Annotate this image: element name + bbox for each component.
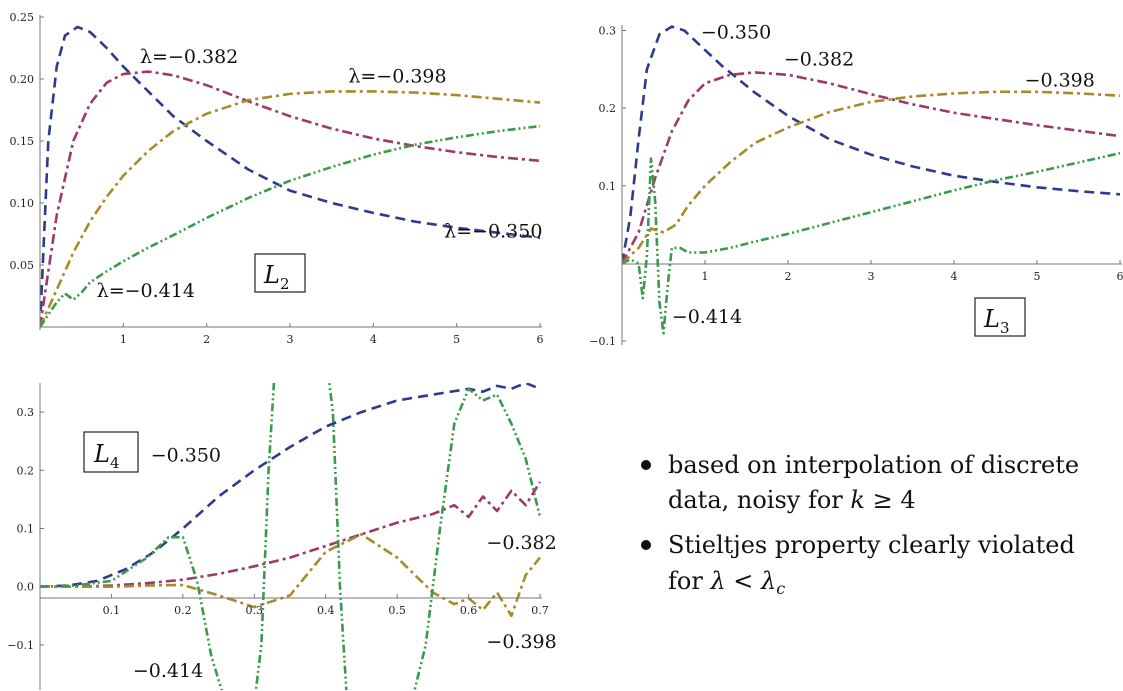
panel-l4: 0.1 0.2 0.3 0.4 0.5 0.6 0.7 −0.1 0.0 0.1 0.2 0.3 −0… bbox=[7, 383, 557, 690]
l4-series-3-line bbox=[40, 532, 542, 618]
l3-series-4-line bbox=[622, 151, 1121, 335]
bullet-dot-icon bbox=[641, 460, 651, 470]
l2-curve-label: λ=−0.414 bbox=[97, 280, 195, 302]
l4-labels: −0.350 −0.382 −0.398 −0.414 bbox=[133, 445, 557, 682]
l2-y-tick-label: 0.10 bbox=[10, 197, 35, 210]
bullet-1: based on interpolation of discrete data,… bbox=[641, 451, 1079, 514]
l4-curves bbox=[40, 383, 542, 690]
l4-ticks: 0.1 0.2 0.3 0.4 0.5 0.6 0.7 −0.1 0.0 0.1 0.2 0.3 bbox=[7, 406, 548, 652]
l3-panel-label: L3 bbox=[974, 297, 1026, 337]
l3-y-tick-label: 0.3 bbox=[599, 25, 617, 38]
l3-ticks: 1 2 3 4 5 6 −0.1 0.1 0.2 0.3 bbox=[589, 25, 1123, 348]
l3-curve-label: −0.414 bbox=[672, 306, 742, 328]
bullet-1-line1: based on interpolation of discrete bbox=[668, 451, 1079, 479]
l3-curve-label: −0.382 bbox=[784, 48, 854, 70]
l4-axes bbox=[39, 383, 542, 690]
l3-y-tick-label: 0.2 bbox=[599, 102, 617, 115]
l4-curve-label: −0.350 bbox=[151, 445, 221, 467]
l4-x-tick-label: 0.7 bbox=[531, 604, 549, 617]
l2-y-tick-label: 0.05 bbox=[10, 259, 35, 272]
l4-label-box bbox=[83, 431, 139, 473]
l3-x-tick-label: 5 bbox=[1034, 270, 1041, 283]
bullet-2-line2: for λ < λc bbox=[668, 567, 785, 598]
l4-panel-label: L4 bbox=[83, 431, 139, 473]
l3-curve-label: −0.398 bbox=[1025, 69, 1095, 91]
l4-x-tick-label: 0.2 bbox=[174, 604, 192, 617]
l2-labels: λ=−0.382 λ=−0.398 λ=−0.350 λ=−0.414 bbox=[97, 46, 543, 302]
l4-x-tick-label: 0.1 bbox=[103, 604, 121, 617]
l4-series-4-line bbox=[40, 383, 542, 690]
l2-curve-label: λ=−0.398 bbox=[348, 66, 446, 88]
panel-l3: 1 2 3 4 5 6−0.10.10.20.3 −0.350−0.382−0.398−0… bbox=[589, 21, 1123, 348]
l2-x-tick-label: 3 bbox=[287, 333, 294, 346]
l2-y-tick-label: 0.15 bbox=[10, 135, 35, 148]
l2-curves bbox=[40, 25, 541, 328]
l2-series-2-line bbox=[40, 70, 541, 328]
l2-x-tick-label: 5 bbox=[453, 333, 460, 346]
l4-y-tick-label: 0.1 bbox=[17, 523, 35, 536]
l2-ticks: 1 2 3 4 5 6 0.05 0.10 0.15 0.20 0.25 bbox=[10, 11, 544, 346]
l2-x-tick-label: 4 bbox=[370, 333, 377, 346]
l2-x-tick-label: 2 bbox=[203, 333, 210, 346]
l4-y-tick-label: 0.2 bbox=[17, 464, 35, 477]
l2-x-tick-label: 1 bbox=[120, 333, 127, 346]
l2-label-text: L2 bbox=[263, 261, 289, 293]
l4-x-tick-label: 0.6 bbox=[460, 604, 478, 617]
l4-x-tick-label: 0.4 bbox=[317, 604, 335, 617]
l3-x-tick-label: 6 bbox=[1117, 270, 1123, 283]
l2-label-box bbox=[254, 253, 306, 293]
bullet-1-line2: data, noisy for k ≥ 4 bbox=[668, 486, 916, 514]
l4-y-tick-label: −0.1 bbox=[7, 639, 34, 652]
l3-x-tick-label: 4 bbox=[951, 270, 958, 283]
l3-label-text: L3 bbox=[983, 305, 1009, 337]
l2-x-tick-label: 6 bbox=[537, 333, 544, 346]
panel-l2: 1 2 3 4 5 60.050.100.150.200.25 λ=−0.382λ=−0.… bbox=[10, 11, 544, 346]
l2-y-tick-label: 0.25 bbox=[10, 11, 35, 24]
l3-y-tick-label: 0.1 bbox=[599, 180, 617, 193]
l4-label-text: L4 bbox=[93, 440, 119, 472]
l3-curve-label: −0.350 bbox=[701, 21, 771, 43]
bullet-list: based on interpolation of discrete data,… bbox=[641, 451, 1079, 598]
l4-curve-label: −0.382 bbox=[486, 532, 556, 554]
l2-y-tick-label: 0.20 bbox=[10, 73, 35, 86]
l4-curve-label: −0.398 bbox=[486, 631, 556, 653]
l3-label-box bbox=[974, 297, 1026, 337]
l3-x-tick-label: 1 bbox=[702, 270, 709, 283]
l3-curves bbox=[622, 25, 1121, 335]
l2-curve-label: λ=−0.350 bbox=[444, 221, 542, 243]
l4-series-2-line bbox=[40, 481, 542, 589]
bullet-2-line1: Stieltjes property clearly violated bbox=[668, 531, 1075, 559]
l3-series-1-line bbox=[622, 25, 1121, 264]
l3-series-2-line bbox=[622, 71, 1121, 265]
l3-labels: −0.350 −0.382 −0.398 −0.414 bbox=[672, 21, 1095, 328]
l3-y-tick-label: −0.1 bbox=[589, 335, 616, 348]
l4-series-1-line bbox=[40, 383, 541, 588]
l4-y-tick-label: 0.3 bbox=[17, 406, 35, 419]
l2-curve-label: λ=−0.382 bbox=[140, 46, 238, 68]
bullet-dot-icon bbox=[641, 540, 651, 550]
l2-series-3-line bbox=[40, 90, 541, 328]
l3-x-tick-label: 3 bbox=[868, 270, 875, 283]
l4-y-tick-label: 0.0 bbox=[17, 581, 35, 594]
l4-x-tick-label: 0.5 bbox=[388, 604, 406, 617]
l3-x-tick-label: 2 bbox=[785, 270, 792, 283]
l3-series-3-line bbox=[622, 90, 1121, 265]
bullet-2: Stieltjes property clearly violated for … bbox=[641, 531, 1075, 598]
l2-panel-label: L2 bbox=[254, 253, 306, 293]
l2-series-4-line bbox=[40, 124, 541, 328]
l4-x-tick-label: 0.3 bbox=[246, 604, 264, 617]
l2-series-1-line bbox=[40, 25, 541, 328]
l4-curve-label: −0.414 bbox=[133, 660, 203, 682]
